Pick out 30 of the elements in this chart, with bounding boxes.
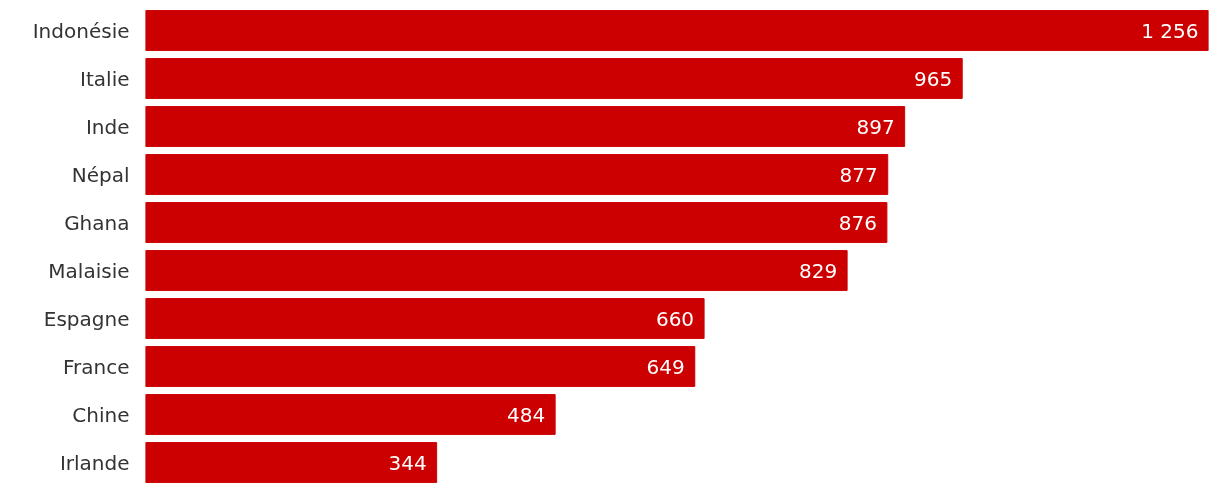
y-tick-label: Inde [85,114,130,139]
y-tick-label: Malaisie [48,258,130,283]
data-label: 660 [655,306,695,331]
bar [145,394,556,435]
data-label: 344 [388,450,427,475]
y-tick-label: Chine [72,402,130,427]
data-label: 897 [856,114,895,139]
data-label: 1 256 [1141,18,1199,43]
data-label: 965 [914,66,953,91]
y-tick-label: Népal [71,162,130,187]
y-tick-label: Espagne [43,306,130,331]
bar [145,154,889,195]
bar [145,202,888,243]
bar [145,442,438,483]
data-label: 829 [798,258,838,283]
bar [145,58,963,99]
bar [145,298,705,339]
data-label: 876 [838,210,877,235]
bar [145,106,906,147]
y-tick-label: Irlande [59,450,130,475]
bar [145,250,848,291]
bar [145,10,1209,51]
y-tick-label: France [63,354,130,379]
data-label: 649 [646,354,685,379]
y-tick-label: Ghana [64,210,130,235]
data-label: 484 [506,402,546,427]
data-label: 877 [839,162,878,187]
y-tick-label: Indonésie [32,18,130,43]
y-tick-label: Italie [80,66,130,91]
bar [145,346,696,387]
